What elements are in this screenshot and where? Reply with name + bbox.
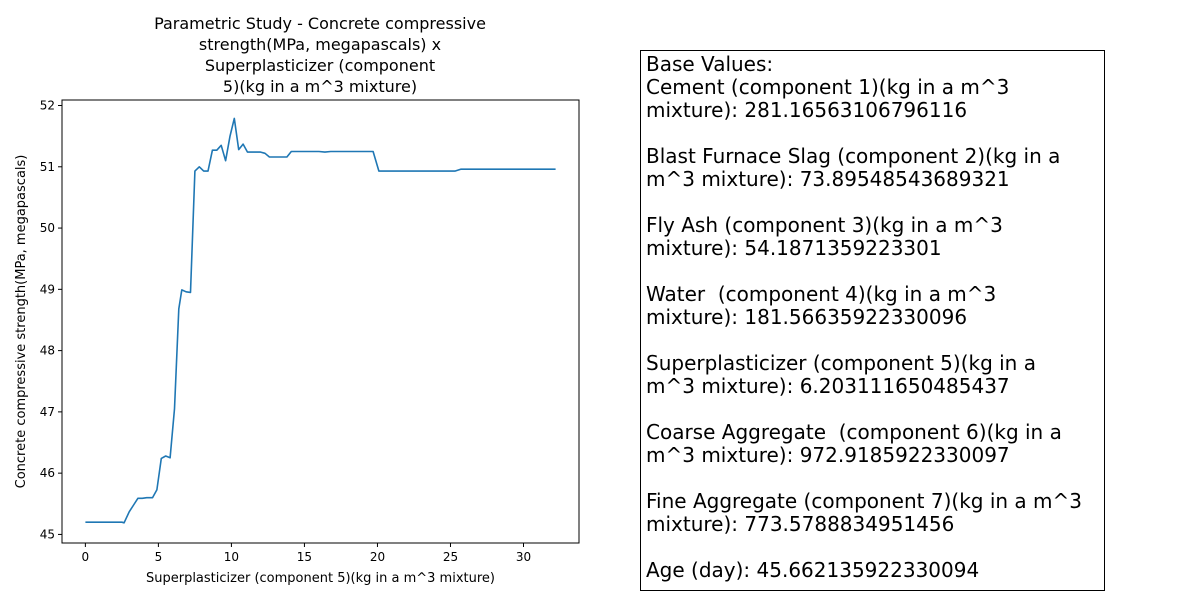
y-tick-label: 47 [40,405,55,419]
x-tick-label: 30 [516,550,531,564]
y-tick-label: 52 [40,99,55,113]
chart-title-line: strength(MPa, megapascals) x [199,35,441,54]
base-values-line: mixture): 773.5788834951456 [646,512,955,536]
base-values-spacer [646,329,1104,352]
chart-title-line: Parametric Study - Concrete compressive [154,14,486,33]
base-values-line: Age (day): 45.662135922330094 [646,558,980,582]
x-axis-label: Superplasticizer (component 5)(kg in a m… [146,571,495,586]
base-values-line: Cement (component 1)(kg in a m^3 [646,75,1010,99]
y-tick-label: 45 [40,527,55,541]
x-tick-label: 15 [297,550,312,564]
base-values-line: m^3 mixture): 73.89548543689321 [646,167,1010,191]
base-values-spacer [646,536,1104,559]
x-tick-label: 20 [370,550,385,564]
plot-area-frame [61,99,580,544]
base-values-line: m^3 mixture): 6.203111650485437 [646,374,1010,398]
base-values-line: Fine Aggregate (component 7)(kg in a m^3 [646,489,1082,513]
x-tick-label: 0 [82,550,90,564]
y-tick-label: 46 [40,466,55,480]
base-values-line: Coarse Aggregate (component 6)(kg in a [646,420,1062,444]
y-tick-label: 48 [40,344,55,358]
y-axis-label: Concrete compressive strength(MPa, megap… [14,155,29,489]
base-values-spacer [646,467,1104,490]
chart-title-line: Superplasticizer (component [205,56,435,75]
x-tick-label: 5 [155,550,163,564]
base-values-line: mixture): 181.56635922330096 [646,305,968,329]
base-values-panel: Base Values: Cement (component 1)(kg in a… [640,50,1105,591]
y-tick-label: 49 [40,282,55,296]
base-values-line: Superplasticizer (component 5)(kg in a [646,351,1036,375]
series-line [85,117,556,524]
base-values-spacer [646,122,1104,145]
base-values-line: m^3 mixture): 972.9185922330097 [646,443,1010,467]
base-values-line: mixture): 54.1871359223301 [646,236,942,260]
x-tick-label: 25 [443,550,458,564]
base-values-spacer [646,191,1104,214]
base-values-line: Blast Furnace Slag (component 2)(kg in a [646,144,1061,168]
base-values-heading: Base Values: [646,52,774,76]
base-values-line: mixture): 281.16563106796116 [646,98,968,122]
base-values-line: Fly Ash (component 3)(kg in a m^3 [646,213,1003,237]
chart-title-line: 5)(kg in a m^3 mixture) [223,77,417,96]
base-values-line: Water (component 4)(kg in a m^3 [646,282,997,306]
x-tick-label: 10 [224,550,239,564]
y-tick-label: 50 [40,221,55,235]
base-values-spacer [646,260,1104,283]
y-tick-label: 51 [40,160,55,174]
base-values-spacer [646,398,1104,421]
